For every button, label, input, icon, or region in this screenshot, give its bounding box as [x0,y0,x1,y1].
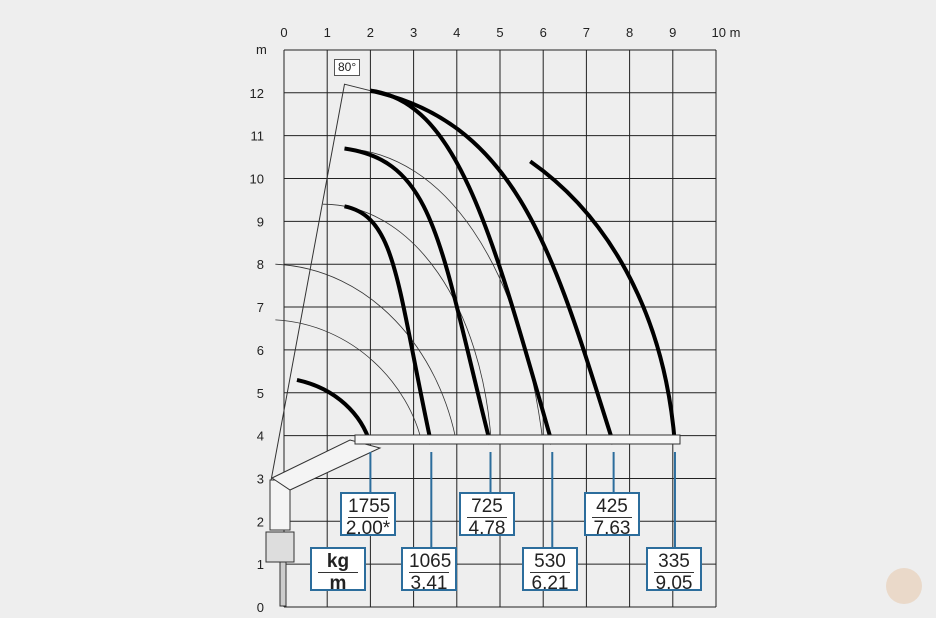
boom-angle-line [270,83,371,481]
callout-top: kg [318,552,358,573]
load-curve [370,88,555,445]
y-tick-label: 10 [250,172,264,187]
x-tick-label: 6 [540,25,547,40]
load-callout-box: 425 7.63 [584,492,640,539]
main-boom [270,439,382,491]
load-callout-box: 725 4.78 [459,492,515,539]
callout-bottom: 7.63 [593,518,631,539]
load-callout-box: 530 6.21 [522,547,578,594]
y-unit-label: m [256,42,267,57]
x-tick-label: 8 [626,25,633,40]
y-tick-label: 7 [257,300,264,315]
extension-boom [354,434,681,445]
load-callout-box: 335 9.05 [646,547,702,594]
x-tick-label: 0 [280,25,287,40]
x-tick-label: 7 [583,25,590,40]
units-legend-box: kg m [310,547,366,594]
y-tick-label: 11 [251,129,265,144]
callout-top: 425 [592,497,632,518]
watermark-logo [886,568,922,604]
stabilizer-leg [279,561,287,607]
callout-top: 1065 [409,551,452,573]
load-callout-box: 1065 3.41 [401,547,457,594]
y-tick-label: 6 [257,343,264,358]
x-tick-label: 4 [453,25,460,40]
reach-arc-thin [275,319,423,445]
x-tick-label: 2 [367,25,374,40]
reach-arc-thin [275,263,458,445]
y-tick-label: 2 [257,514,264,529]
callout-bottom: 9.05 [655,573,693,594]
callout-top: 335 [654,552,694,573]
load-curve [369,88,616,445]
callout-top: 530 [530,552,570,573]
x-tick-label: 9 [669,25,676,40]
boom-angle-label: 80° [334,59,361,76]
x-tick-label: 10 m [712,25,741,40]
y-tick-label: 8 [257,257,264,272]
callout-top: 725 [467,497,507,518]
load-curve [529,159,677,445]
load-curve [344,204,434,445]
load-curve [344,146,493,445]
y-tick-label: 5 [257,386,264,401]
callout-bottom: 6.21 [531,573,569,594]
x-tick-label: 3 [410,25,417,40]
y-tick-label: 3 [257,471,264,486]
x-tick-label: 5 [496,25,503,40]
load-callout-box: 1755 2.00* [340,492,396,539]
callout-top: 1755 [348,496,391,518]
y-tick-label: 9 [257,214,264,229]
x-tick-label: 1 [324,25,331,40]
callout-bottom: 3.41 [410,573,448,594]
callout-bottom: m [329,573,347,594]
callout-bottom: 2.00* [345,518,391,539]
crane-base [265,531,295,563]
y-tick-label: 0 [257,600,264,615]
y-tick-label: 1 [257,557,264,572]
callout-bottom: 4.78 [468,518,506,539]
y-tick-label: 4 [257,429,264,444]
y-tick-label: 12 [250,86,264,101]
